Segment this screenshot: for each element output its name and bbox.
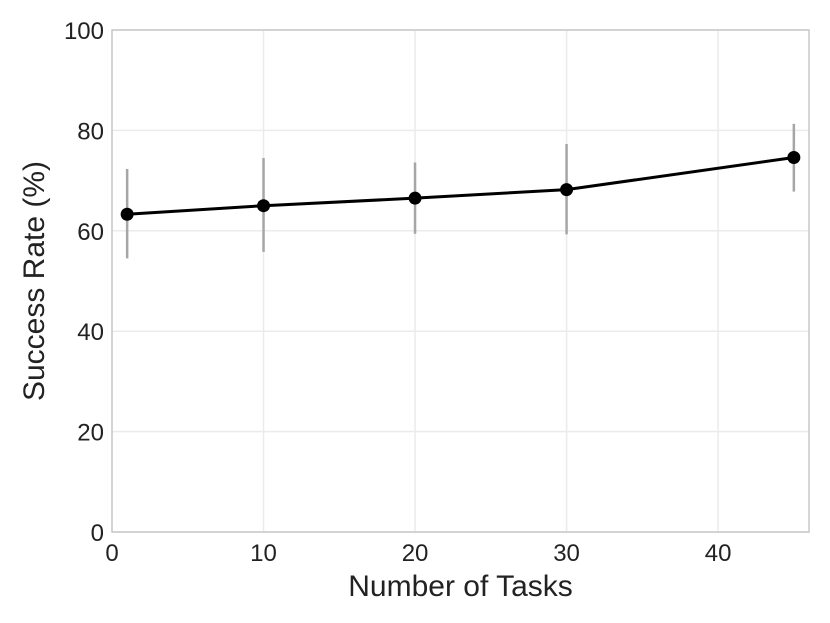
x-tick-label: 0 (105, 540, 118, 567)
data-point (408, 191, 422, 205)
error-bars (125, 123, 796, 259)
y-tick-label: 40 (77, 319, 104, 346)
y-tick-label: 60 (77, 219, 104, 246)
data-point (787, 151, 801, 165)
x-tick-label: 10 (250, 540, 277, 567)
x-tick-labels: 0 10 20 30 40 (105, 540, 731, 567)
x-axis-title: Number of Tasks (348, 570, 573, 603)
y-tick-label: 20 (77, 420, 104, 447)
grid-lines (111, 29, 809, 533)
y-tick-labels: 0 20 40 60 80 100 (64, 18, 104, 547)
x-tick-label: 40 (705, 540, 732, 567)
data-point (120, 207, 134, 221)
plot-area-frame (111, 29, 810, 533)
y-tick-label: 100 (64, 18, 104, 45)
series-line (127, 156, 795, 216)
data-point (257, 199, 271, 213)
x-tick-label: 20 (402, 540, 429, 567)
data-point (560, 183, 574, 197)
y-axis-title: Success Rate (%) (18, 161, 51, 401)
y-tick-label: 80 (77, 118, 104, 145)
x-tick-label: 30 (553, 540, 580, 567)
data-points (120, 151, 801, 221)
y-tick-label: 0 (91, 520, 104, 547)
